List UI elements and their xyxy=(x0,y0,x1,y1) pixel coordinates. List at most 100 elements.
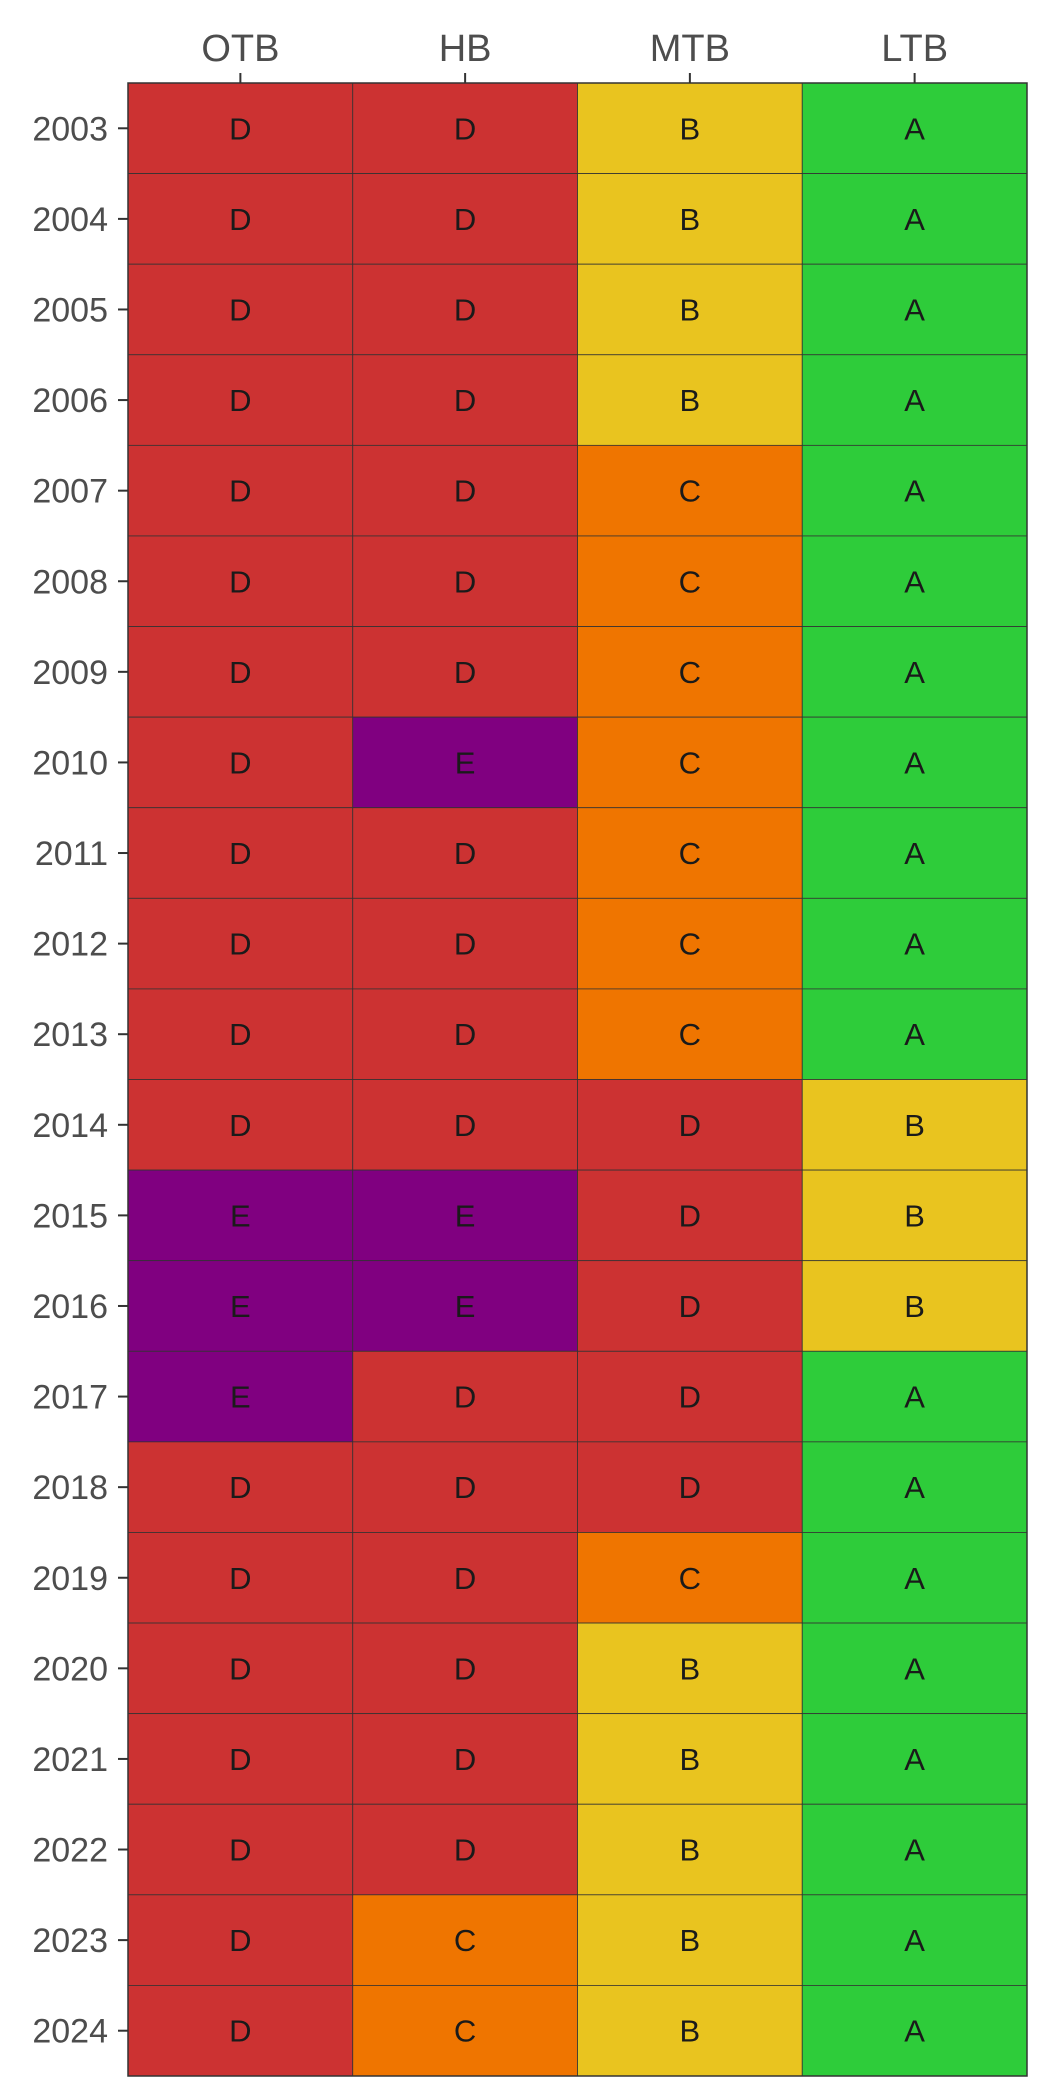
cell-label: D xyxy=(679,1380,701,1415)
heatmap-cell xyxy=(577,626,803,718)
heatmap-cell xyxy=(801,1441,1028,1533)
heatmap-cell xyxy=(577,173,803,265)
cell-label: B xyxy=(680,1833,701,1868)
y-tick-label: 2018 xyxy=(32,1469,108,1507)
cell-label: A xyxy=(904,202,925,237)
heatmap-cell xyxy=(352,354,578,446)
heatmap-cell xyxy=(127,1894,354,1986)
heatmap-cell xyxy=(577,897,803,990)
heatmap-cell xyxy=(801,1894,1028,1986)
cell-label: D xyxy=(454,383,476,418)
cell-label: D xyxy=(454,1017,476,1052)
heatmap-cell xyxy=(127,1985,354,2077)
heatmap-cell xyxy=(352,626,578,718)
heatmap-cell xyxy=(127,82,354,174)
heatmap-cell xyxy=(352,897,578,990)
cell-label: D xyxy=(229,1833,251,1868)
heatmap-cell xyxy=(352,1169,578,1262)
cell-label: B xyxy=(680,1651,701,1686)
cell-label: A xyxy=(904,1742,925,1777)
cell-label: D xyxy=(229,2014,251,2049)
heatmap-cell xyxy=(577,1985,803,2077)
cell-label: B xyxy=(680,383,701,418)
cell-label: B xyxy=(680,202,701,237)
cell-label: D xyxy=(229,655,251,690)
cell-label: A xyxy=(904,655,925,690)
cell-label: C xyxy=(679,564,701,599)
heatmap-cell xyxy=(127,354,354,446)
heatmap-cell xyxy=(801,263,1028,356)
y-tick-label: 2005 xyxy=(32,291,108,329)
heatmap-cell xyxy=(127,1622,354,1715)
cell-label: C xyxy=(679,836,701,871)
cell-label: D xyxy=(229,927,251,962)
cell-label: B xyxy=(904,1198,925,1233)
cell-label: D xyxy=(454,836,476,871)
cell-label: B xyxy=(680,2014,701,2049)
cell-label: C xyxy=(679,655,701,690)
cell-label: D xyxy=(229,111,251,146)
heatmap-cell xyxy=(577,1079,803,1171)
y-tick-label: 2015 xyxy=(32,1197,108,1235)
cell-label: D xyxy=(229,474,251,509)
cell-label: D xyxy=(454,202,476,237)
cell-label: A xyxy=(904,111,925,146)
cell-label: C xyxy=(454,1923,476,1958)
y-tick-label: 2010 xyxy=(32,744,108,782)
cell-label: A xyxy=(904,564,925,599)
y-tick-label: 2013 xyxy=(32,1016,108,1054)
heatmap-cell xyxy=(801,1260,1028,1352)
cell-label: D xyxy=(229,1651,251,1686)
cell-label: E xyxy=(455,1289,476,1324)
cell-label: B xyxy=(904,1289,925,1324)
heatmap-cell xyxy=(577,807,803,899)
heatmap-cell xyxy=(127,1441,354,1533)
cell-label: A xyxy=(904,1923,925,1958)
heatmap-cell xyxy=(801,1985,1028,2077)
heatmap-cell xyxy=(577,988,803,1080)
cell-label: B xyxy=(680,292,701,327)
heatmap-cell xyxy=(577,1894,803,1986)
heatmap-cell xyxy=(127,897,354,990)
heatmap-cell xyxy=(577,1532,803,1624)
cell-label: A xyxy=(904,474,925,509)
cell-label: D xyxy=(454,1742,476,1777)
heatmap-cell xyxy=(801,444,1028,537)
cell-label: D xyxy=(229,1017,251,1052)
y-tick-label: 2009 xyxy=(32,654,108,692)
heatmap-cell xyxy=(577,535,803,627)
heatmap-cell xyxy=(352,1441,578,1533)
y-tick-label: 2003 xyxy=(32,110,108,148)
cell-label: B xyxy=(904,1108,925,1143)
heatmap-cell xyxy=(127,1079,354,1171)
cell-label: D xyxy=(454,1651,476,1686)
heatmap-cell xyxy=(577,444,803,537)
heatmap-cells: D D B A D D B A D D B A D D B A D D C A D D C A D D C A D E C A D D C A D D C A… xyxy=(127,82,1028,2077)
y-tick-label: 2008 xyxy=(32,563,108,601)
heatmap-cell xyxy=(352,1713,578,1805)
heatmap-cell xyxy=(801,988,1028,1080)
cell-label: D xyxy=(229,1561,251,1596)
cell-label: D xyxy=(454,564,476,599)
cell-label: A xyxy=(904,2014,925,2049)
heatmap-cell xyxy=(127,535,354,627)
y-axis: 2003 2004 2005 2006 2007 2008 2009 2010 2011 2012… xyxy=(32,110,128,2051)
heatmap-cell xyxy=(577,716,803,809)
heatmap-cell xyxy=(577,1169,803,1262)
heatmap-cell xyxy=(127,1803,354,1896)
cell-label: A xyxy=(904,836,925,871)
cell-label: D xyxy=(454,655,476,690)
y-tick-label: 2020 xyxy=(32,1650,108,1688)
plot-border xyxy=(127,82,1028,2077)
cell-label: E xyxy=(230,1198,251,1233)
heatmap-cell xyxy=(801,1713,1028,1805)
heatmap-cell xyxy=(801,1622,1028,1715)
cell-label: A xyxy=(904,1017,925,1052)
heatmap-cell xyxy=(577,1622,803,1715)
cell-label: E xyxy=(230,1289,251,1324)
cell-label: C xyxy=(679,745,701,780)
y-tick-label: 2007 xyxy=(32,473,108,511)
heatmap-cell xyxy=(127,1260,354,1352)
cell-label: D xyxy=(229,1470,251,1505)
cell-label: D xyxy=(229,1108,251,1143)
